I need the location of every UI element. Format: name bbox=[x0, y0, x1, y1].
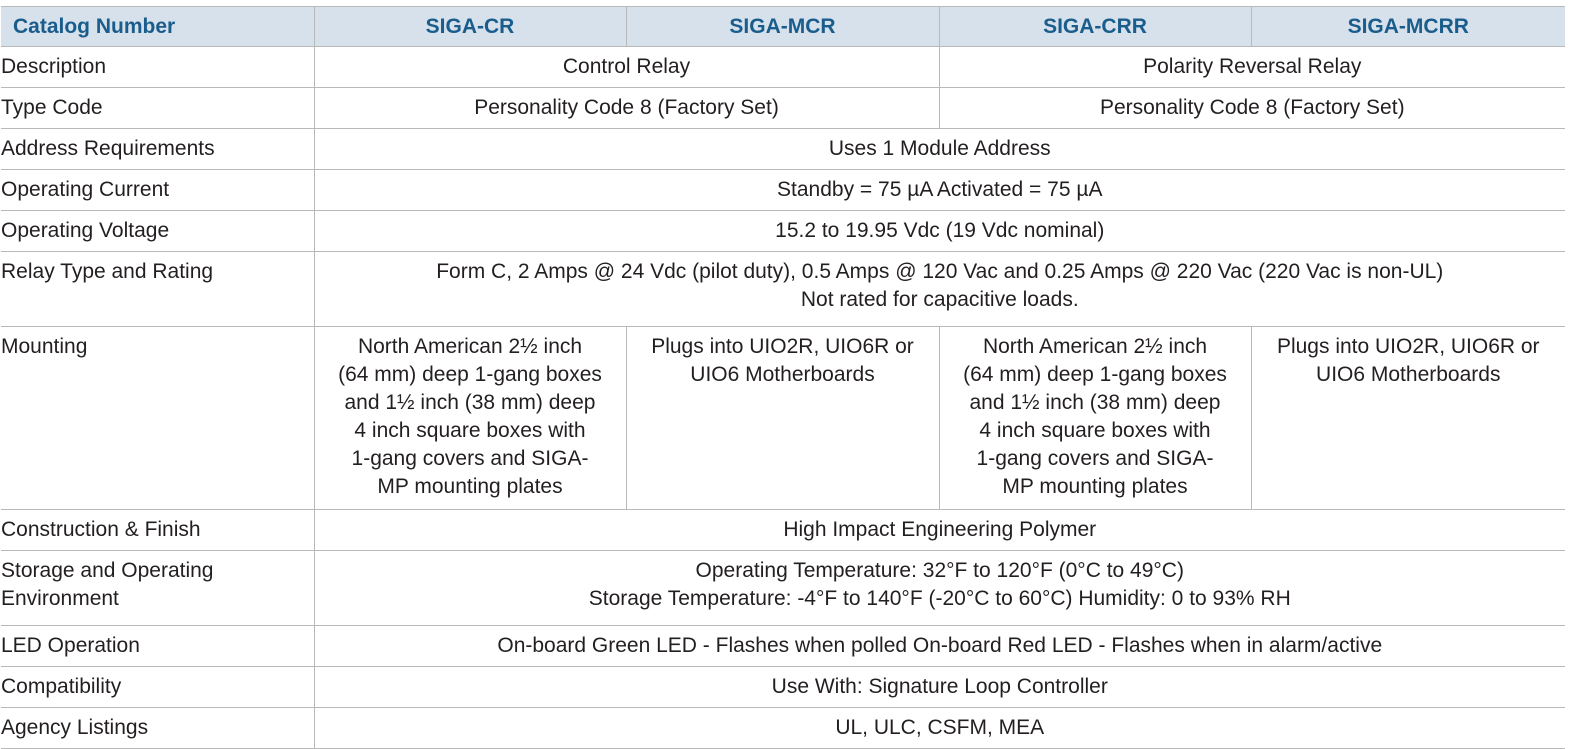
cell-mounting-mcr: Plugs into UIO2R, UIO6R or UIO6 Motherbo… bbox=[625, 326, 939, 510]
row-label: Storage and Operating Environment bbox=[1, 550, 314, 626]
mounting-line: and 1½ inch (38 mm) deep bbox=[344, 391, 596, 414]
mounting-line: 1-gang covers and SIGA- bbox=[976, 447, 1214, 470]
mounting-line: Plugs into UIO2R, UIO6R or bbox=[651, 335, 914, 358]
row-environment: Storage and Operating Environment Operat… bbox=[1, 550, 1565, 626]
row-description: Description Control Relay Polarity Rever… bbox=[1, 46, 1565, 88]
row-label: Compatibility bbox=[1, 666, 314, 708]
cell-environment: Operating Temperature: 32°F to 120°F (0°… bbox=[313, 550, 1565, 626]
cell-mounting-cr: North American 2½ inch (64 mm) deep 1-ga… bbox=[313, 326, 626, 510]
row-label: Mounting bbox=[1, 326, 314, 510]
row-compatibility: Compatibility Use With: Signature Loop C… bbox=[1, 666, 1565, 708]
row-label: Relay Type and Rating bbox=[1, 251, 314, 327]
cell-agency: UL, ULC, CSFM, MEA bbox=[313, 707, 1565, 749]
cell-construction: High Impact Engineering Polymer bbox=[313, 509, 1565, 551]
row-type-code: Type Code Personality Code 8 (Factory Se… bbox=[1, 87, 1565, 129]
cell-led: On-board Green LED - Flashes when polled… bbox=[313, 625, 1565, 667]
mounting-line: and 1½ inch (38 mm) deep bbox=[969, 391, 1221, 414]
row-label-line: Storage and Operating bbox=[1, 559, 214, 582]
row-label: Address Requirements bbox=[1, 128, 314, 170]
row-agency: Agency Listings UL, ULC, CSFM, MEA bbox=[1, 707, 1565, 749]
mounting-line: UIO6 Motherboards bbox=[1316, 363, 1501, 386]
row-label: Type Code bbox=[1, 87, 314, 129]
row-label: Operating Current bbox=[1, 169, 314, 211]
cell-relay: Form C, 2 Amps @ 24 Vdc (pilot duty), 0.… bbox=[313, 251, 1565, 327]
mounting-line: 1-gang covers and SIGA- bbox=[351, 447, 589, 470]
operating-temperature-line: Operating Temperature: 32°F to 120°F (0°… bbox=[695, 559, 1184, 582]
mounting-line: North American 2½ inch bbox=[982, 335, 1208, 358]
cell-address: Uses 1 Module Address bbox=[313, 128, 1565, 170]
cell-type-code-crr: Personality Code 8 (Factory Set) bbox=[938, 87, 1565, 129]
model-header-siga-mcr: SIGA-MCR bbox=[625, 6, 939, 47]
row-label: Construction & Finish bbox=[1, 509, 314, 551]
mounting-line: (64 mm) deep 1-gang boxes bbox=[963, 363, 1227, 386]
cell-polarity-reversal-relay: Polarity Reversal Relay bbox=[938, 46, 1565, 88]
row-label: Description bbox=[1, 46, 314, 88]
header-row: Catalog Number SIGA-CR SIGA-MCR SIGA-CRR… bbox=[1, 6, 1565, 47]
cell-voltage: 15.2 to 19.95 Vdc (19 Vdc nominal) bbox=[313, 210, 1565, 252]
relay-rating-line: Form C, 2 Amps @ 24 Vdc (pilot duty), 0.… bbox=[436, 260, 1444, 283]
mounting-line: (64 mm) deep 1-gang boxes bbox=[338, 363, 602, 386]
row-mounting: Mounting North American 2½ inch (64 mm) … bbox=[1, 326, 1565, 510]
mounting-line: Plugs into UIO2R, UIO6R or bbox=[1276, 335, 1540, 358]
spec-table: Catalog Number SIGA-CR SIGA-MCR SIGA-CRR… bbox=[1, 6, 1565, 749]
row-label-line: Environment bbox=[1, 587, 119, 610]
cell-mounting-crr: North American 2½ inch (64 mm) deep 1-ga… bbox=[938, 326, 1251, 510]
cell-control-relay: Control Relay bbox=[313, 46, 939, 88]
row-construction: Construction & Finish High Impact Engine… bbox=[1, 509, 1565, 551]
mounting-line: MP mounting plates bbox=[1002, 475, 1188, 498]
model-header-siga-mcrr: SIGA-MCRR bbox=[1250, 6, 1565, 47]
row-current: Operating Current Standby = 75 µA Activa… bbox=[1, 169, 1565, 211]
cell-current: Standby = 75 µA Activated = 75 µA bbox=[313, 169, 1565, 211]
cell-mounting-mcrr: Plugs into UIO2R, UIO6R or UIO6 Motherbo… bbox=[1250, 326, 1565, 510]
mounting-line: 4 inch square boxes with bbox=[354, 419, 586, 442]
catalog-number-header: Catalog Number bbox=[1, 6, 314, 47]
mounting-line: 4 inch square boxes with bbox=[979, 419, 1211, 442]
row-label: LED Operation bbox=[1, 625, 314, 667]
relay-note-line: Not rated for capacitive loads. bbox=[800, 288, 1079, 311]
mounting-line: UIO6 Motherboards bbox=[690, 363, 875, 386]
cell-type-code-cr: Personality Code 8 (Factory Set) bbox=[313, 87, 939, 129]
model-header-siga-cr: SIGA-CR bbox=[313, 6, 626, 47]
row-address: Address Requirements Uses 1 Module Addre… bbox=[1, 128, 1565, 170]
model-header-siga-crr: SIGA-CRR bbox=[938, 6, 1251, 47]
row-led: LED Operation On-board Green LED - Flash… bbox=[1, 625, 1565, 667]
row-label: Operating Voltage bbox=[1, 210, 314, 252]
row-voltage: Operating Voltage 15.2 to 19.95 Vdc (19 … bbox=[1, 210, 1565, 252]
row-relay: Relay Type and Rating Form C, 2 Amps @ 2… bbox=[1, 251, 1565, 327]
cell-compatibility: Use With: Signature Loop Controller bbox=[313, 666, 1565, 708]
storage-temperature-line: Storage Temperature: -4°F to 140°F (-20°… bbox=[588, 587, 1291, 610]
row-label: Agency Listings bbox=[1, 707, 314, 749]
mounting-line: North American 2½ inch bbox=[357, 335, 583, 358]
mounting-line: MP mounting plates bbox=[377, 475, 563, 498]
